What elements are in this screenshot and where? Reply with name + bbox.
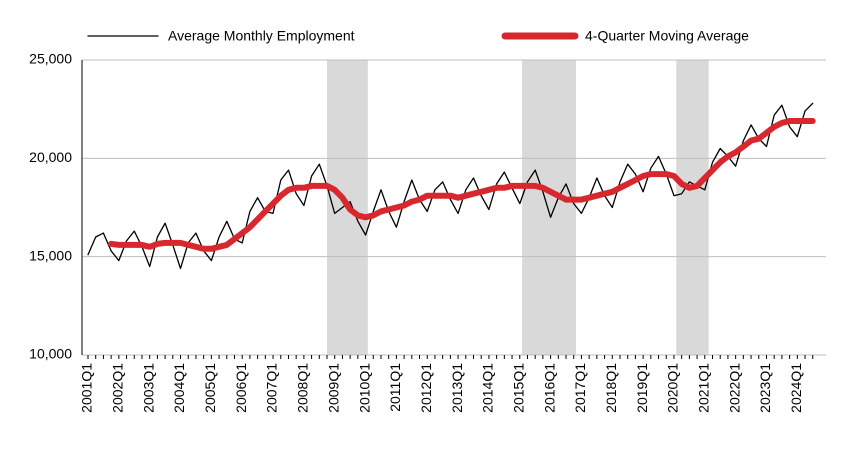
x-tick-label: 2016Q1 <box>541 363 557 413</box>
x-tick-label: 2008Q1 <box>295 363 311 413</box>
line-series <box>108 118 816 252</box>
shaded-band <box>676 60 709 355</box>
x-tick-label: 2011Q1 <box>387 363 403 412</box>
x-tick-label: 2009Q1 <box>325 363 341 413</box>
x-tick-label: 2021Q1 <box>696 363 712 413</box>
x-tick-label: 2002Q1 <box>110 363 126 413</box>
x-tick-label: 2024Q1 <box>788 363 804 413</box>
legend-label: 4-Quarter Moving Average <box>585 28 749 44</box>
x-tick-label: 2020Q1 <box>665 363 681 413</box>
x-tick-label: 2022Q1 <box>726 363 742 413</box>
line-series <box>87 102 814 270</box>
x-tick-label: 2017Q1 <box>572 363 588 413</box>
x-tick-label: 2012Q1 <box>418 363 434 413</box>
x-tick-label: 2013Q1 <box>449 363 465 413</box>
x-tick-label: 2019Q1 <box>634 363 650 413</box>
y-tick-label: 10,000 <box>29 346 72 362</box>
x-tick-label: 2006Q1 <box>233 363 249 413</box>
legend-label: Average Monthly Employment <box>168 28 355 44</box>
y-tick-label: 15,000 <box>29 247 72 263</box>
x-tick-label: 2014Q1 <box>480 363 496 413</box>
x-tick-label: 2007Q1 <box>264 363 280 413</box>
y-tick-label: 20,000 <box>29 149 72 165</box>
x-tick-label: 2023Q1 <box>757 363 773 413</box>
x-tick-label: 2018Q1 <box>603 363 619 413</box>
x-tick-label: 2010Q1 <box>356 363 372 413</box>
x-tick-label: 2003Q1 <box>140 363 156 413</box>
x-tick-label: 2001Q1 <box>79 363 95 413</box>
shaded-band <box>522 60 577 355</box>
x-tick-label: 2004Q1 <box>171 363 187 413</box>
x-tick-label: 2015Q1 <box>510 363 526 413</box>
x-tick-label: 2005Q1 <box>202 363 218 413</box>
y-tick-label: 25,000 <box>29 51 72 67</box>
